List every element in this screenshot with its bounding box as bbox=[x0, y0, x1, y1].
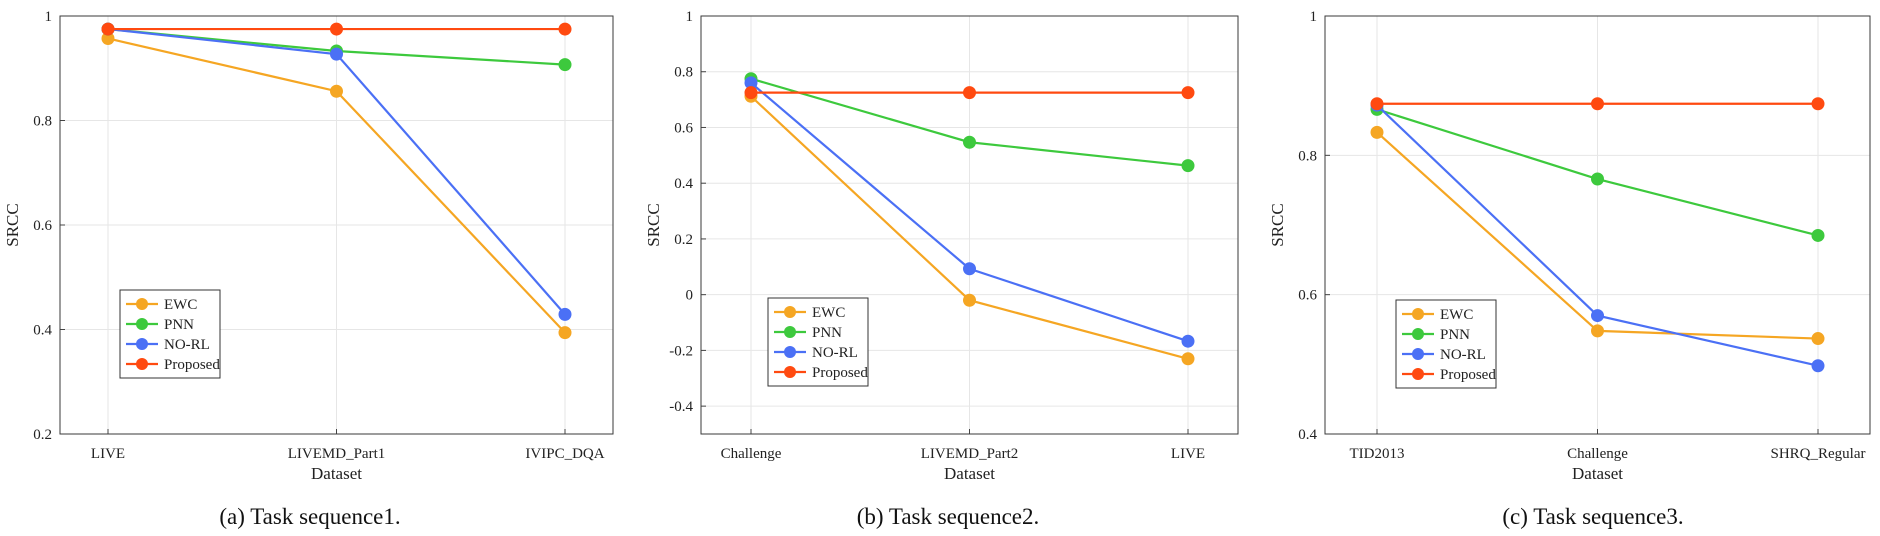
x-axis-label: Dataset bbox=[944, 464, 995, 483]
x-tick-label: Challenge bbox=[1567, 446, 1628, 462]
legend-swatch-marker bbox=[136, 318, 148, 330]
x-tick-label: LIVEMD_Part2 bbox=[921, 446, 1019, 462]
plot-frame bbox=[1324, 15, 1871, 435]
data-point-proposed bbox=[101, 22, 115, 36]
x-tick-label: LIVE bbox=[1171, 446, 1205, 462]
legend-swatch-marker bbox=[784, 306, 796, 318]
x-tick-label: IVIPC_DQA bbox=[525, 446, 604, 462]
chart-panel-1: 0.2 0.4 0.6 0.8 1 LIVE LIVEMD_Part1 IVIPC_DQA Da… bbox=[3, 9, 614, 529]
chart-panel-2: -0.4 -0.2 0 0.2 0.4 0.6 0.8 1 Challenge LIVEMD_Pa… bbox=[644, 9, 1239, 529]
data-point-pnn bbox=[1181, 159, 1195, 173]
data-point-pnn bbox=[1811, 228, 1825, 242]
legend: EWC PNN NO-RL Proposed bbox=[1395, 299, 1497, 389]
data-point-ewc bbox=[963, 293, 976, 307]
x-axis-label: Dataset bbox=[1572, 464, 1623, 483]
data-point-proposed bbox=[558, 22, 572, 36]
legend-entry-proposed: Proposed bbox=[812, 365, 868, 381]
data-point-proposed bbox=[1811, 97, 1825, 111]
data-point-proposed bbox=[1370, 97, 1384, 111]
y-tick-label: 0.4 bbox=[1298, 427, 1317, 443]
data-point-proposed bbox=[1181, 86, 1195, 100]
data-point-proposed bbox=[963, 86, 976, 100]
legend-swatch-marker bbox=[784, 346, 796, 358]
legend-swatch-marker bbox=[1412, 368, 1424, 380]
data-point-proposed bbox=[330, 22, 343, 36]
x-tick-label: Challenge bbox=[721, 446, 782, 462]
data-point-no-rl bbox=[558, 307, 572, 321]
plot-frame bbox=[59, 15, 614, 435]
y-tick-label: 0.8 bbox=[33, 114, 52, 130]
data-point-ewc bbox=[558, 326, 572, 340]
legend-swatch-marker bbox=[1412, 348, 1424, 360]
legend-entry-no-rl: NO-RL bbox=[812, 345, 858, 361]
legend-entry-ewc: EWC bbox=[812, 305, 845, 321]
legend: EWC PNN NO-RL Proposed bbox=[767, 297, 869, 387]
y-tick-label: 0.8 bbox=[674, 65, 693, 81]
x-tick-label: TID2013 bbox=[1350, 446, 1405, 462]
y-tick-label: 0.6 bbox=[33, 218, 52, 234]
chart-panel-3: 0.4 0.6 0.8 1 TID2013 Challenge SHRQ_Regular Da… bbox=[1268, 9, 1871, 529]
data-point-no-rl bbox=[1591, 309, 1604, 323]
legend-entry-pnn: PNN bbox=[1440, 327, 1470, 343]
legend-swatch-marker bbox=[1412, 308, 1424, 320]
legend-entry-pnn: PNN bbox=[812, 325, 842, 341]
y-tick-label: 0.4 bbox=[33, 323, 52, 339]
data-point-no-rl bbox=[1181, 334, 1195, 348]
y-tick-label: 0 bbox=[686, 288, 694, 304]
plot-frame bbox=[700, 15, 1239, 435]
x-tick-label: LIVE bbox=[91, 446, 125, 462]
subfigure-caption: (a) Task sequence1. bbox=[219, 504, 400, 529]
data-point-no-rl bbox=[1811, 359, 1825, 373]
subfigure-caption: (c) Task sequence3. bbox=[1502, 504, 1683, 529]
y-tick-label: -0.2 bbox=[669, 343, 693, 359]
y-tick-label: 0.8 bbox=[1298, 148, 1317, 164]
legend-swatch-marker bbox=[136, 298, 148, 310]
y-tick-label: 1 bbox=[1310, 9, 1318, 25]
legend-entry-no-rl: NO-RL bbox=[1440, 347, 1486, 363]
legend-entry-no-rl: NO-RL bbox=[164, 337, 210, 353]
data-point-proposed bbox=[744, 86, 758, 100]
subfigure-caption: (b) Task sequence2. bbox=[857, 504, 1040, 529]
data-point-no-rl bbox=[963, 262, 976, 276]
data-point-no-rl bbox=[330, 47, 343, 61]
legend: EWC PNN NO-RL Proposed bbox=[119, 289, 221, 379]
data-point-ewc bbox=[1181, 352, 1195, 366]
data-point-ewc bbox=[1811, 332, 1825, 346]
y-tick-label: -0.4 bbox=[669, 399, 693, 415]
legend-swatch-marker bbox=[136, 358, 148, 370]
x-tick-label: SHRQ_Regular bbox=[1771, 446, 1866, 462]
legend-swatch-marker bbox=[784, 366, 796, 378]
legend-entry-pnn: PNN bbox=[164, 317, 194, 333]
data-point-ewc bbox=[1370, 125, 1384, 139]
legend-swatch-marker bbox=[136, 338, 148, 350]
x-axis-label: Dataset bbox=[311, 464, 362, 483]
y-axis-label: SRCC bbox=[3, 203, 22, 246]
data-point-pnn bbox=[558, 58, 572, 72]
y-tick-label: 0.6 bbox=[674, 120, 693, 136]
y-tick-label: 1 bbox=[686, 9, 694, 25]
legend-entry-ewc: EWC bbox=[1440, 307, 1473, 323]
y-tick-label: 1 bbox=[45, 9, 53, 25]
legend-swatch-marker bbox=[784, 326, 796, 338]
data-point-pnn bbox=[963, 135, 976, 149]
data-point-pnn bbox=[1591, 172, 1604, 186]
y-tick-label: 0.2 bbox=[674, 232, 693, 248]
legend-entry-ewc: EWC bbox=[164, 297, 197, 313]
x-tick-label: LIVEMD_Part1 bbox=[288, 446, 386, 462]
data-point-proposed bbox=[1591, 97, 1604, 111]
y-axis-label: SRCC bbox=[644, 203, 663, 246]
y-axis-label: SRCC bbox=[1268, 203, 1287, 246]
legend-entry-proposed: Proposed bbox=[1440, 367, 1496, 383]
legend-swatch-marker bbox=[1412, 328, 1424, 340]
y-tick-label: 0.2 bbox=[33, 427, 52, 443]
data-point-ewc bbox=[1591, 324, 1604, 338]
y-tick-label: 0.6 bbox=[1298, 288, 1317, 304]
legend-entry-proposed: Proposed bbox=[164, 357, 220, 373]
data-point-ewc bbox=[330, 84, 343, 98]
y-tick-label: 0.4 bbox=[674, 176, 693, 192]
